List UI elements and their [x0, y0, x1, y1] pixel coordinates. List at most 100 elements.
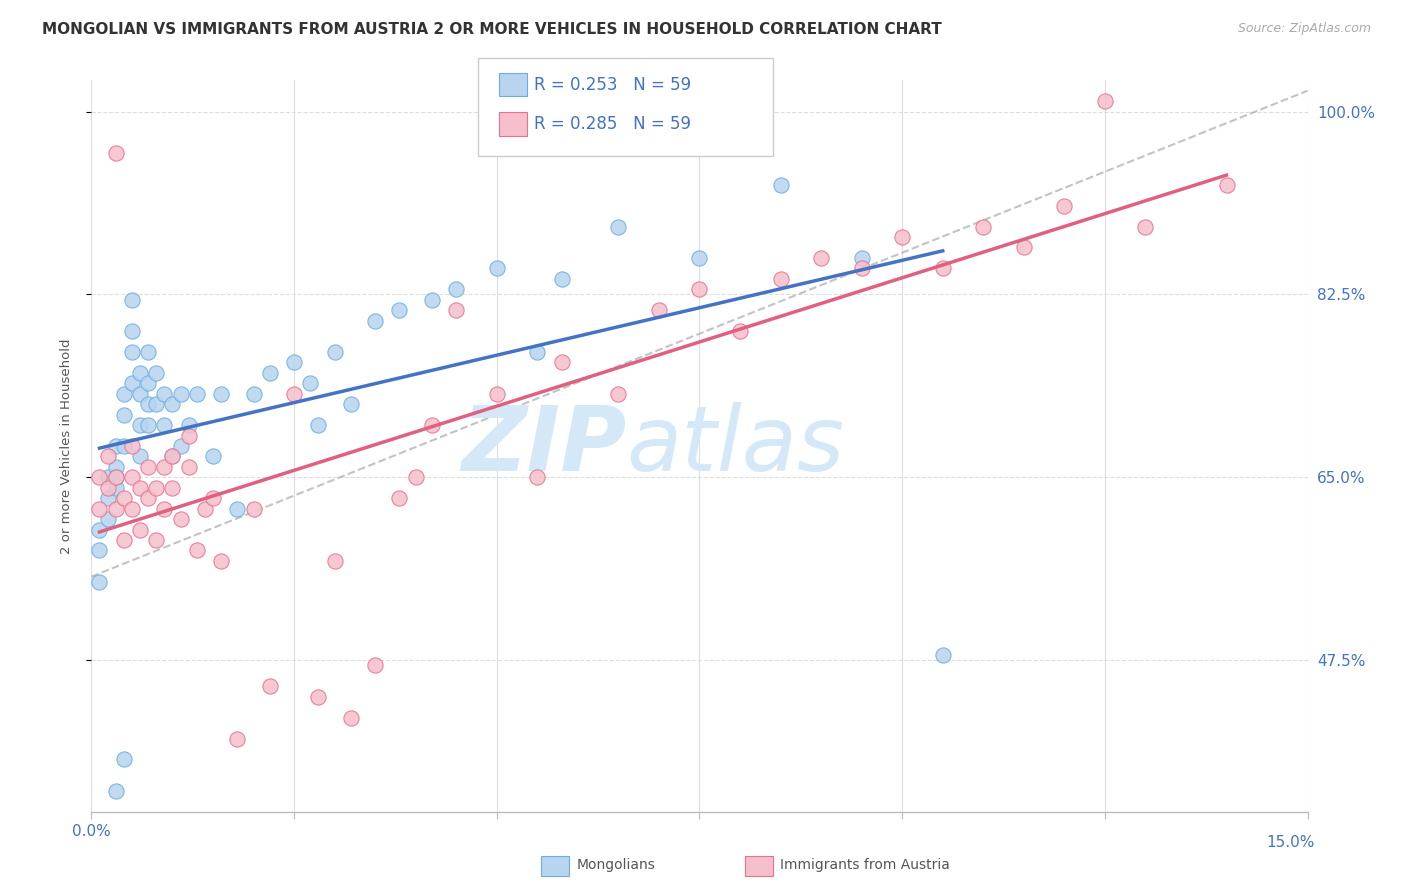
- Point: [364, 313, 387, 327]
- Point: [420, 293, 443, 307]
- Y-axis label: 2 or more Vehicles in Household: 2 or more Vehicles in Household: [60, 338, 73, 554]
- Point: [177, 428, 200, 442]
- Point: [145, 533, 167, 547]
- Point: [810, 251, 832, 265]
- Point: [526, 470, 548, 484]
- Point: [1053, 199, 1076, 213]
- Point: [177, 418, 200, 433]
- Point: [112, 491, 135, 506]
- Point: [129, 418, 152, 433]
- Point: [162, 397, 184, 411]
- Point: [129, 450, 152, 464]
- Point: [97, 491, 120, 506]
- Point: [444, 303, 467, 318]
- Point: [340, 397, 363, 411]
- Point: [153, 386, 176, 401]
- Point: [112, 752, 135, 766]
- Point: [728, 324, 751, 338]
- Point: [226, 731, 249, 746]
- Point: [145, 481, 167, 495]
- Point: [242, 501, 264, 516]
- Text: atlas: atlas: [627, 402, 845, 490]
- Point: [104, 470, 127, 484]
- Point: [891, 230, 914, 244]
- Point: [136, 345, 159, 359]
- Point: [121, 293, 143, 307]
- Point: [145, 397, 167, 411]
- Text: Source: ZipAtlas.com: Source: ZipAtlas.com: [1237, 22, 1371, 36]
- Point: [136, 459, 159, 474]
- Point: [648, 303, 671, 318]
- Point: [388, 491, 411, 506]
- Point: [1135, 219, 1157, 234]
- Point: [121, 324, 143, 338]
- Point: [112, 408, 135, 422]
- Point: [485, 261, 508, 276]
- Point: [89, 523, 111, 537]
- Point: [194, 501, 217, 516]
- Text: R = 0.253   N = 59: R = 0.253 N = 59: [534, 76, 692, 94]
- Point: [129, 366, 152, 380]
- Point: [121, 376, 143, 391]
- Point: [136, 418, 159, 433]
- Point: [97, 450, 120, 464]
- Point: [769, 178, 792, 192]
- Point: [972, 219, 994, 234]
- Point: [97, 481, 120, 495]
- Point: [112, 533, 135, 547]
- Point: [307, 418, 329, 433]
- Point: [259, 366, 281, 380]
- Point: [209, 554, 232, 568]
- Point: [1012, 240, 1035, 254]
- Point: [209, 386, 232, 401]
- Point: [323, 554, 346, 568]
- Point: [259, 679, 281, 693]
- Point: [226, 501, 249, 516]
- Point: [283, 386, 305, 401]
- Point: [323, 345, 346, 359]
- Point: [851, 261, 873, 276]
- Point: [186, 386, 208, 401]
- Text: R = 0.285   N = 59: R = 0.285 N = 59: [534, 115, 692, 133]
- Point: [550, 355, 572, 369]
- Point: [177, 459, 200, 474]
- Point: [104, 470, 127, 484]
- Text: Immigrants from Austria: Immigrants from Austria: [780, 858, 950, 872]
- Text: ZIP: ZIP: [461, 402, 627, 490]
- Point: [607, 386, 630, 401]
- Point: [97, 470, 120, 484]
- Point: [607, 219, 630, 234]
- Point: [1094, 94, 1116, 108]
- Point: [307, 690, 329, 704]
- Point: [169, 386, 191, 401]
- Point: [89, 501, 111, 516]
- Point: [121, 470, 143, 484]
- Point: [202, 491, 225, 506]
- Point: [169, 512, 191, 526]
- Point: [136, 376, 159, 391]
- Point: [162, 450, 184, 464]
- Point: [169, 439, 191, 453]
- Point: [104, 784, 127, 798]
- Point: [136, 397, 159, 411]
- Point: [526, 345, 548, 359]
- Point: [931, 261, 953, 276]
- Point: [121, 439, 143, 453]
- Point: [340, 711, 363, 725]
- Point: [129, 523, 152, 537]
- Point: [485, 386, 508, 401]
- Point: [186, 543, 208, 558]
- Point: [364, 658, 387, 673]
- Text: MONGOLIAN VS IMMIGRANTS FROM AUSTRIA 2 OR MORE VEHICLES IN HOUSEHOLD CORRELATION: MONGOLIAN VS IMMIGRANTS FROM AUSTRIA 2 O…: [42, 22, 942, 37]
- Point: [688, 251, 710, 265]
- Point: [104, 481, 127, 495]
- Point: [89, 574, 111, 589]
- Point: [97, 512, 120, 526]
- Point: [242, 386, 264, 401]
- Point: [851, 251, 873, 265]
- Point: [444, 282, 467, 296]
- Point: [162, 450, 184, 464]
- Point: [153, 459, 176, 474]
- Point: [283, 355, 305, 369]
- Point: [153, 501, 176, 516]
